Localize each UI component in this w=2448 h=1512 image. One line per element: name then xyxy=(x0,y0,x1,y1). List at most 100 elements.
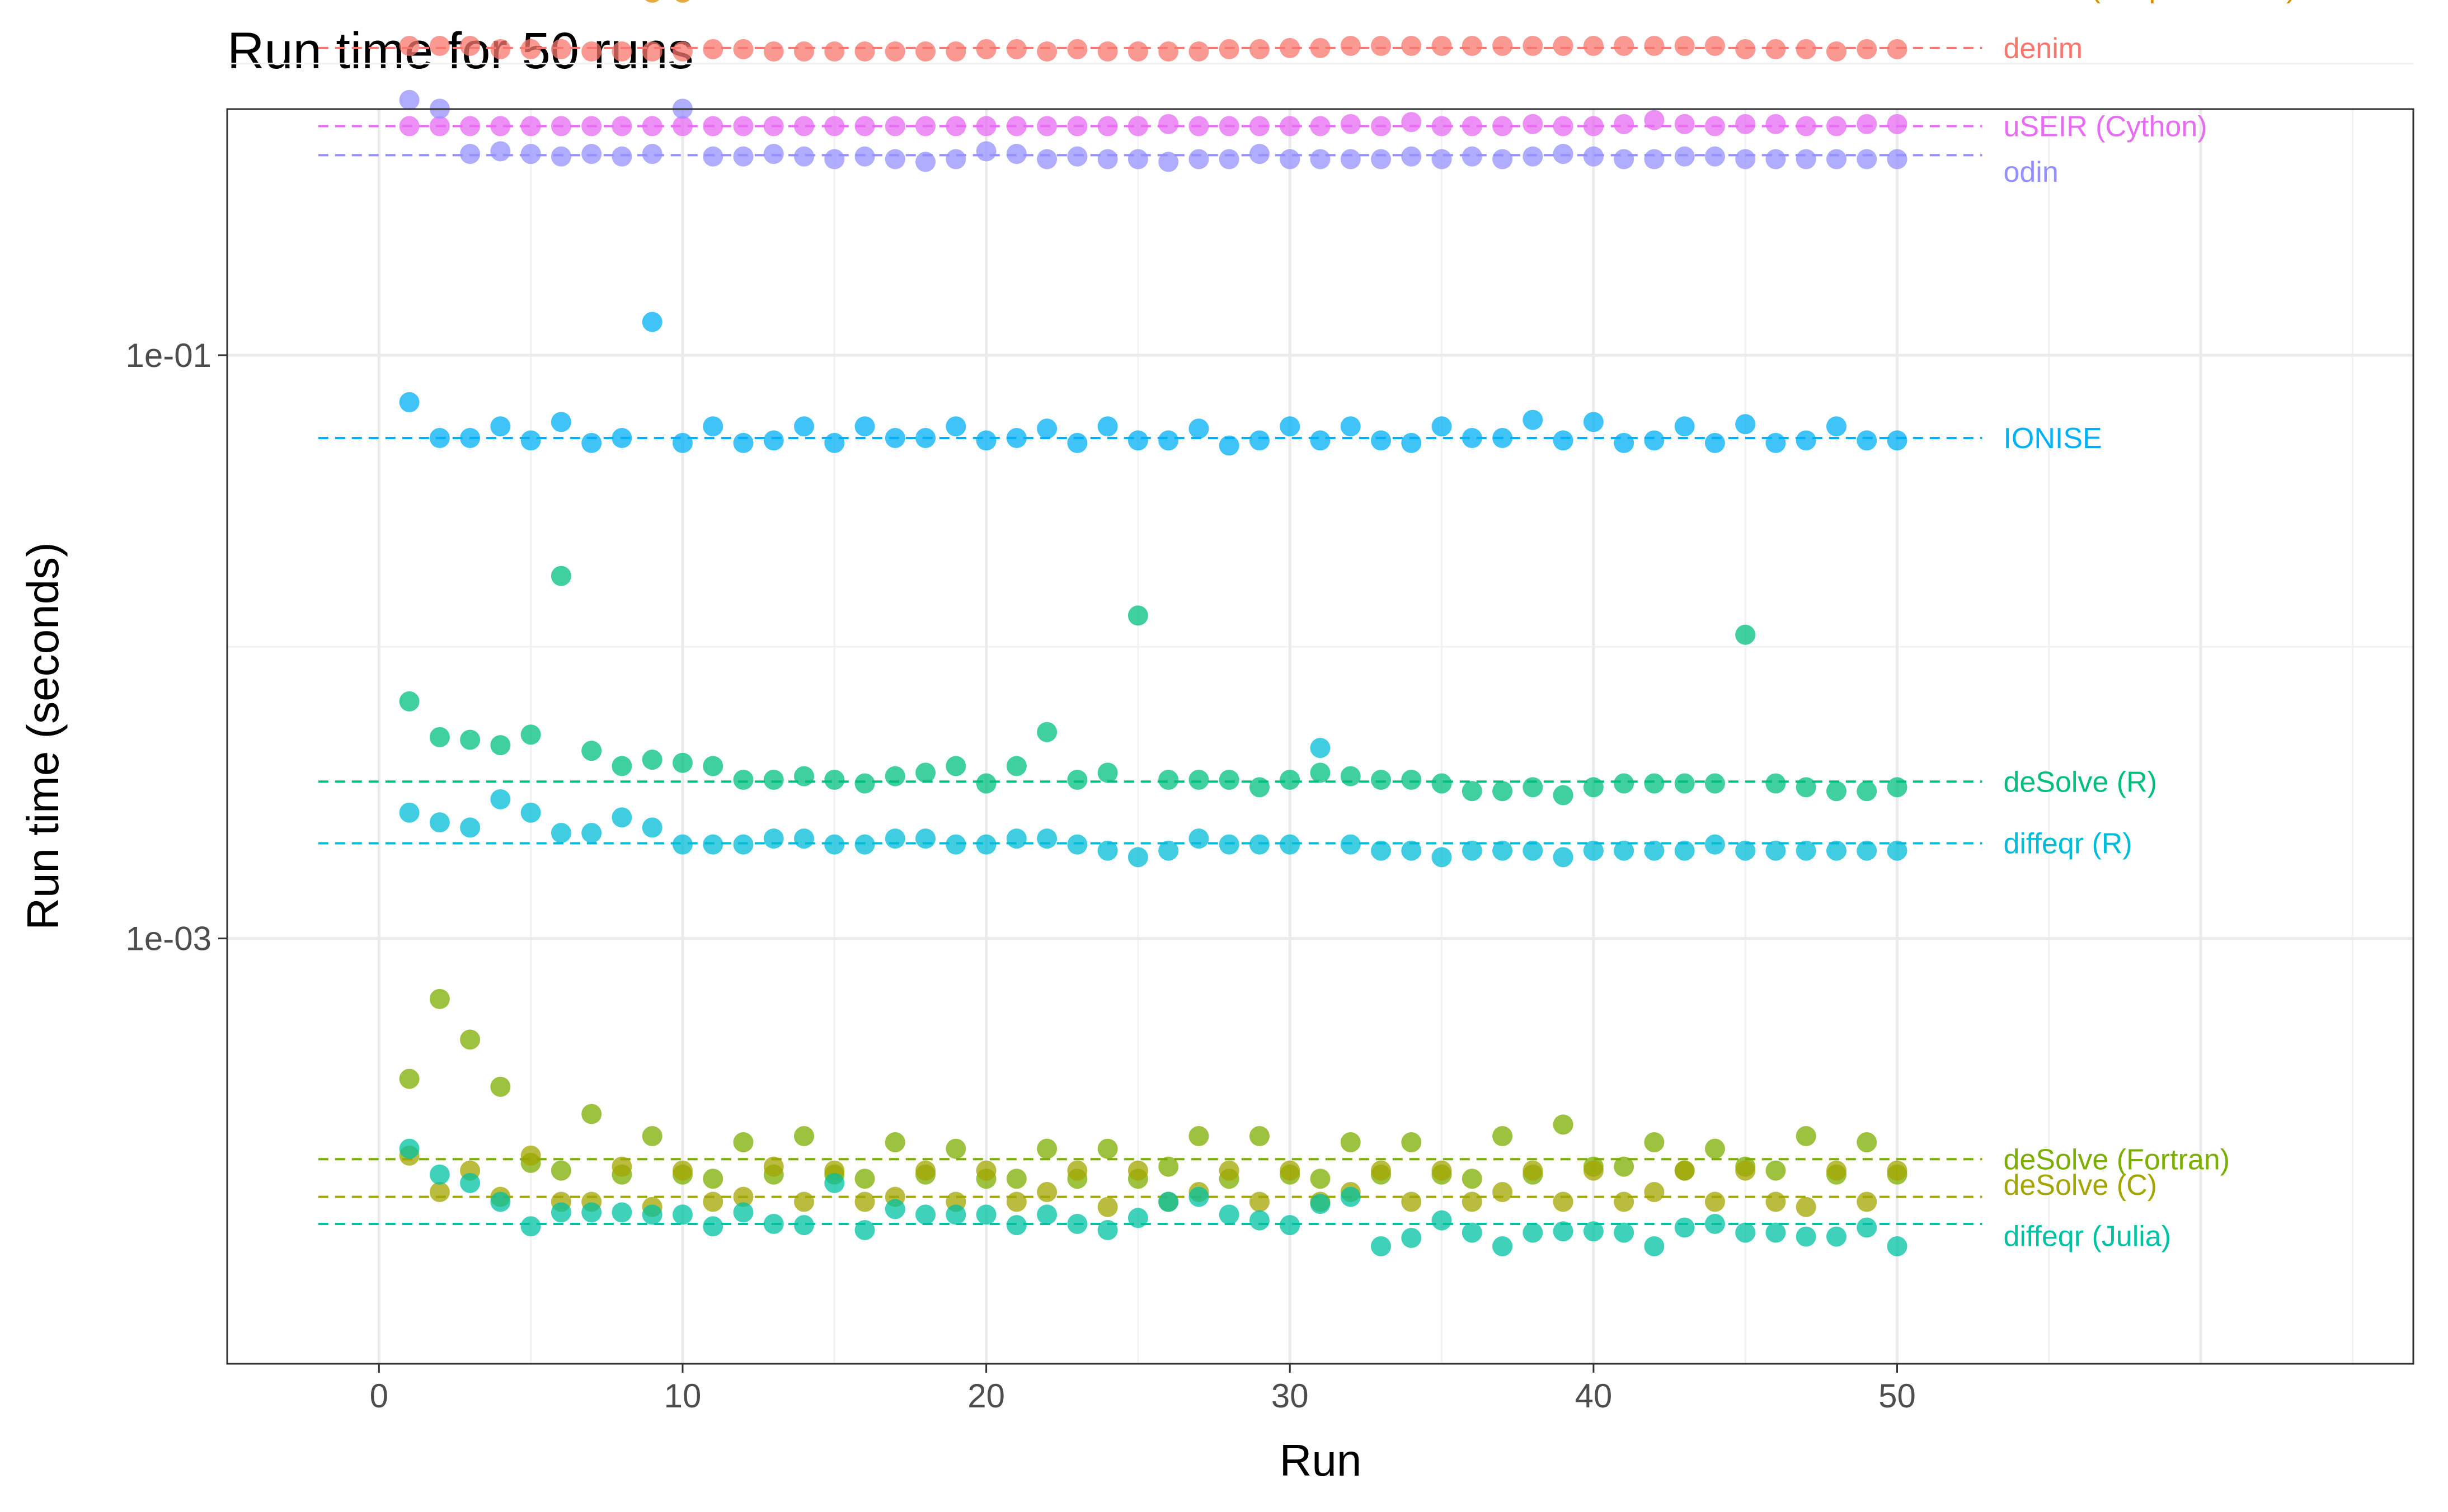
point-diffeqr-r xyxy=(1796,840,1816,861)
point-desolve-r xyxy=(1401,769,1422,790)
point-diffeqr-julia xyxy=(1765,1222,1786,1243)
point-diffeqr-r xyxy=(763,828,784,849)
point-diffeqr-r xyxy=(1037,828,1058,849)
point-desolve-c xyxy=(1644,1182,1665,1203)
point-diffeqr-r xyxy=(1097,840,1118,861)
point-denim xyxy=(946,41,966,62)
point-desolve-fortran xyxy=(1492,1126,1513,1147)
point-desolve-c xyxy=(1371,1160,1392,1181)
point-desolve-c xyxy=(733,1186,754,1207)
point-denim xyxy=(1188,41,1209,62)
point-diffeqr-r xyxy=(1614,840,1634,861)
point-desolve-r xyxy=(1765,773,1786,794)
point-denim xyxy=(1280,37,1300,58)
point-diffeqr-julia xyxy=(763,1213,784,1234)
point-ionise xyxy=(885,428,905,449)
point-desolve-c xyxy=(1249,1191,1270,1212)
point-denim xyxy=(1492,35,1513,56)
point-useir-cython xyxy=(520,116,541,136)
point-desolve-fortran xyxy=(1006,1169,1027,1189)
point-desolve-fortran xyxy=(1037,1138,1058,1159)
point-ionise xyxy=(1735,414,1756,435)
x-tick-label: 40 xyxy=(1575,1377,1613,1415)
point-diffeqr-julia xyxy=(733,1202,754,1223)
point-diffeqr-r xyxy=(1674,840,1695,861)
point-desolve-c xyxy=(1826,1160,1846,1181)
point-diffeqr-r xyxy=(824,834,845,855)
point-odin xyxy=(642,144,662,164)
point-odin xyxy=(794,146,815,167)
point-denim-nonparametric xyxy=(645,0,660,3)
point-desolve-c xyxy=(1704,1191,1725,1212)
point-desolve-c xyxy=(1614,1191,1634,1212)
point-desolve-r xyxy=(1037,722,1058,742)
point-diffeqr-r xyxy=(581,823,602,844)
series-label-desolve-r: deSolve (R) xyxy=(2003,766,2157,798)
point-odin xyxy=(1674,146,1695,167)
point-odin xyxy=(763,144,784,164)
point-ionise xyxy=(1796,430,1816,451)
point-desolve-fortran xyxy=(429,988,450,1009)
point-denim xyxy=(520,39,541,59)
point-diffeqr-julia xyxy=(1644,1236,1665,1256)
point-desolve-r xyxy=(1188,769,1209,790)
point-diffeqr-r xyxy=(794,828,815,849)
point-ionise xyxy=(642,312,662,332)
point-desolve-r xyxy=(672,752,693,773)
point-desolve-c xyxy=(1037,1182,1058,1203)
point-desolve-r xyxy=(1796,777,1816,798)
point-useir-cython xyxy=(551,116,571,136)
point-denim xyxy=(460,35,481,56)
point-diffeqr-julia xyxy=(1249,1210,1270,1231)
point-desolve-fortran xyxy=(1704,1138,1725,1159)
point-odin xyxy=(824,149,845,169)
point-odin xyxy=(1614,149,1634,169)
point-diffeqr-r xyxy=(429,812,450,833)
point-denim xyxy=(1826,41,1846,62)
point-diffeqr-julia xyxy=(824,1172,845,1193)
point-diffeqr-r xyxy=(551,823,571,844)
point-diffeqr-r xyxy=(1006,828,1027,849)
point-odin xyxy=(1857,149,1877,169)
point-useir-cython xyxy=(854,116,875,136)
series-labels: uSEIR (Python)denim (nonparametric)denim… xyxy=(2003,0,2296,1253)
point-denim xyxy=(1614,35,1634,56)
point-desolve-c xyxy=(1280,1160,1300,1181)
x-tick-label: 20 xyxy=(967,1377,1005,1415)
point-diffeqr-julia xyxy=(1704,1213,1725,1234)
point-denim xyxy=(612,41,632,62)
point-useir-cython xyxy=(703,116,723,136)
point-desolve-c xyxy=(1796,1197,1816,1217)
point-useir-cython xyxy=(733,116,754,136)
point-odin xyxy=(854,146,875,167)
point-odin xyxy=(1523,146,1543,167)
point-desolve-r xyxy=(1553,785,1573,806)
point-ionise xyxy=(1674,416,1695,437)
point-desolve-fortran xyxy=(551,1160,571,1181)
point-ionise xyxy=(551,412,571,432)
point-desolve-c xyxy=(1219,1160,1239,1181)
point-denim xyxy=(1127,41,1148,62)
point-diffeqr-r xyxy=(1523,840,1543,861)
point-denim xyxy=(1644,35,1665,56)
series-label-ionise: IONISE xyxy=(2003,422,2102,455)
point-denim xyxy=(1037,41,1058,62)
point-diffeqr-julia xyxy=(672,1204,693,1225)
point-desolve-c xyxy=(1735,1160,1756,1181)
x-tick-label: 10 xyxy=(664,1377,702,1415)
point-diffeqr-r xyxy=(1887,840,1907,861)
point-useir-cython xyxy=(642,116,662,136)
point-desolve-r xyxy=(1492,781,1513,802)
point-denim xyxy=(1340,35,1361,56)
point-denim xyxy=(581,41,602,62)
point-odin xyxy=(1006,144,1027,164)
point-desolve-r xyxy=(1310,762,1331,783)
point-desolve-fortran xyxy=(854,1169,875,1189)
point-ionise xyxy=(1553,430,1573,451)
point-diffeqr-julia xyxy=(429,1164,450,1185)
point-odin xyxy=(1371,149,1392,169)
series-label-useir-cython: uSEIR (Cython) xyxy=(2003,111,2207,143)
point-ionise xyxy=(1614,432,1634,453)
point-denim xyxy=(642,41,662,62)
point-ionise xyxy=(1067,432,1088,453)
